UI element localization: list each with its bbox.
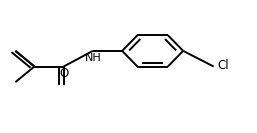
Text: NH: NH	[85, 53, 101, 63]
Text: O: O	[59, 66, 68, 80]
Text: Cl: Cl	[217, 59, 229, 72]
